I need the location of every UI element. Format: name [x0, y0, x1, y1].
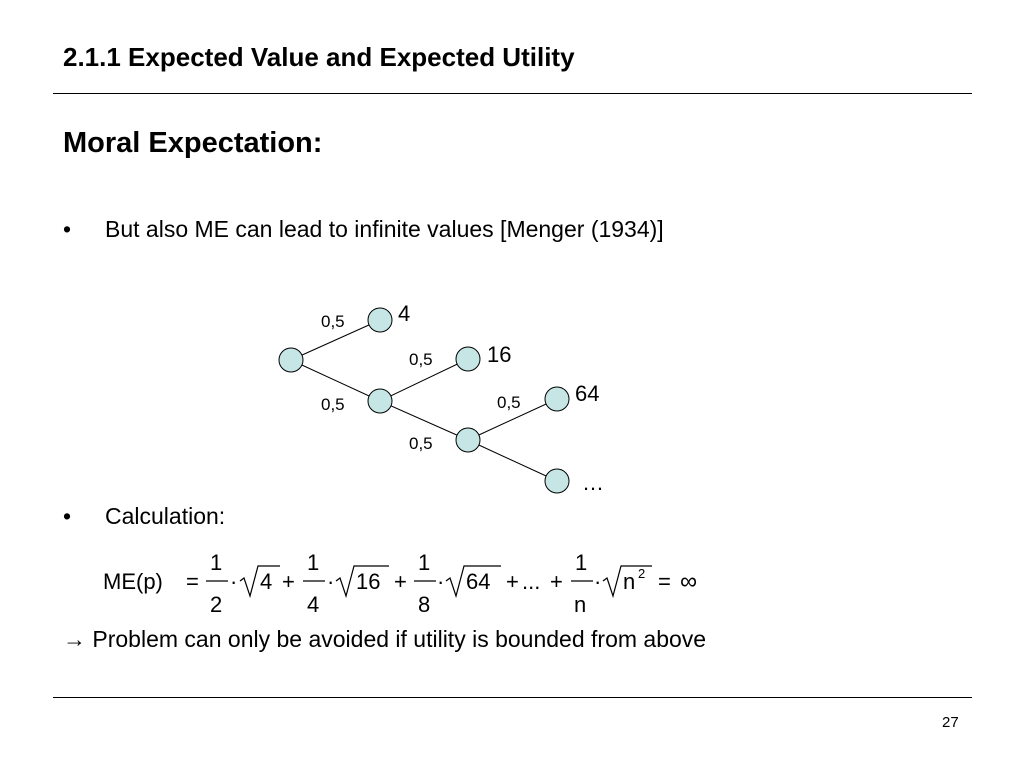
outcome-label: 16: [487, 342, 511, 367]
plus-sign: +: [506, 569, 519, 594]
probability-label: 0,5: [321, 395, 345, 414]
tree-node-leaf: [544, 468, 570, 494]
fraction-denominator: 8: [418, 592, 430, 617]
conclusion-text: → Problem can only be avoided if utility…: [63, 626, 707, 652]
bullet-text: Calculation:: [105, 503, 226, 529]
tree-node: [455, 427, 481, 453]
fraction-numerator: 1: [418, 550, 430, 575]
tree-edge: [467, 439, 558, 482]
probability-label: 0,5: [409, 350, 433, 369]
formula-lhs: ME(p): [103, 569, 163, 594]
outcome-label: 64: [575, 381, 599, 406]
tree-edges: [290, 319, 558, 482]
probability-label: 0,5: [497, 393, 521, 412]
radicand: 16: [356, 569, 380, 594]
tree-node-root: [278, 347, 304, 373]
tree-edge: [379, 358, 469, 402]
fraction-denominator: n: [574, 592, 586, 617]
plus-sign: +: [550, 569, 563, 594]
multiply-dot: ·: [230, 569, 237, 594]
radicand: 4: [260, 569, 272, 594]
radicand: n: [623, 569, 635, 594]
multiply-dot: ·: [327, 569, 334, 594]
ellipsis: ...: [522, 569, 540, 594]
sqrt-sign: [239, 565, 280, 599]
fraction-numerator: 1: [575, 550, 587, 575]
fraction-numerator: 1: [210, 550, 222, 575]
radicand-exponent: 2: [638, 566, 645, 581]
outcome-label: 4: [398, 301, 410, 326]
sqrt-sign: [445, 565, 501, 599]
bullet-item: • But also ME can lead to infinite values…: [63, 216, 664, 243]
formula-equals: =: [186, 569, 199, 594]
formula-equals: =: [658, 569, 671, 594]
tree-node: [367, 388, 393, 414]
tree-edge: [290, 319, 381, 361]
plus-sign: +: [394, 569, 407, 594]
tree-node-leaf: [544, 386, 570, 412]
outcome-label: …: [582, 470, 604, 495]
tree-node-leaf: [367, 307, 393, 333]
bullet-item: • Calculation:: [63, 503, 225, 530]
infinity-symbol: ∞: [680, 568, 697, 595]
fraction-numerator: 1: [307, 550, 319, 575]
footer-divider: [53, 697, 972, 698]
tree-node-leaf: [455, 346, 481, 372]
bullet-text: But also ME can lead to infinite values …: [105, 216, 664, 242]
header-divider: [53, 93, 972, 94]
multiply-dot: ·: [594, 569, 601, 594]
slide-title: 2.1.1 Expected Value and Expected Utilit…: [63, 42, 575, 72]
tree-nodes: [278, 307, 570, 494]
probability-label: 0,5: [321, 312, 345, 331]
tree-edge: [379, 400, 469, 441]
fraction-denominator: 4: [307, 592, 319, 617]
tree-edge: [290, 359, 381, 402]
page-number: 27: [942, 714, 959, 731]
section-title: Moral Expectation:: [63, 127, 323, 159]
sqrt-sign: [602, 565, 652, 599]
fraction-denominator: 2: [210, 592, 222, 617]
tree-edge: [467, 398, 558, 441]
radicand: 64: [466, 569, 490, 594]
plus-sign: +: [282, 569, 295, 594]
multiply-dot: ·: [437, 569, 444, 594]
bullet-marker: •: [63, 216, 72, 242]
bullet-marker: •: [63, 503, 72, 529]
probability-label: 0,5: [409, 434, 433, 453]
sqrt-sign: [335, 565, 389, 599]
